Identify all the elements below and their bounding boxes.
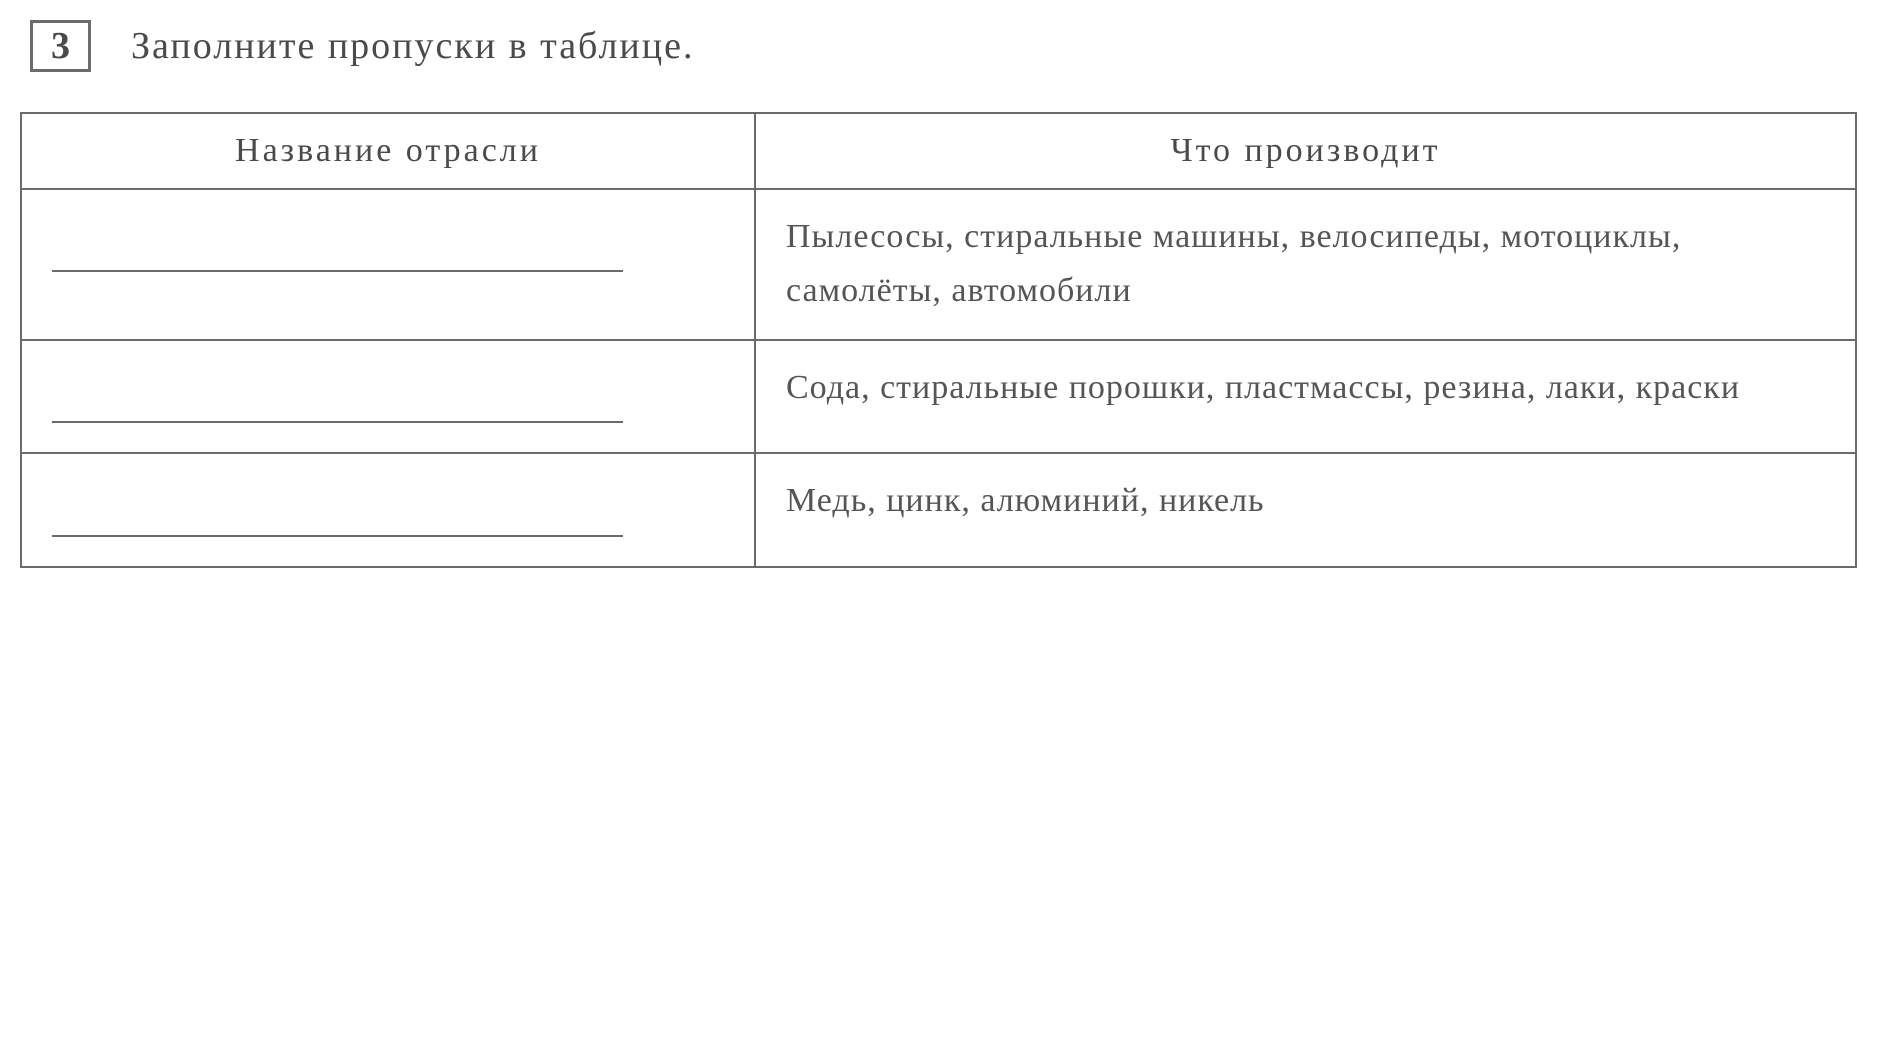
table-row: Пылесосы, стиральные машины, велосипеды,… bbox=[21, 189, 1856, 340]
worksheet-container: 3 Заполните пропуски в таблице. Название… bbox=[20, 20, 1857, 568]
products-cell: Медь, цинк, алюминий, никель bbox=[755, 453, 1856, 566]
column-header-industry: Название отрасли bbox=[21, 113, 755, 189]
industry-name-cell[interactable] bbox=[21, 189, 755, 340]
table-row: Медь, цинк, алюминий, никель bbox=[21, 453, 1856, 566]
table-body: Пылесосы, стиральные машины, велосипеды,… bbox=[21, 189, 1856, 567]
worksheet-table: Название отрасли Что производит Пылесосы… bbox=[20, 112, 1857, 568]
problem-number: 3 bbox=[30, 20, 91, 72]
header-row: 3 Заполните пропуски в таблице. bbox=[20, 20, 1857, 72]
table-head: Название отрасли Что производит bbox=[21, 113, 1856, 189]
column-header-products: Что производит bbox=[755, 113, 1856, 189]
blank-line[interactable] bbox=[52, 482, 623, 536]
table-row: Сода, стиральные порошки, пластмассы, ре… bbox=[21, 340, 1856, 453]
industry-name-cell[interactable] bbox=[21, 453, 755, 566]
products-cell: Сода, стиральные порошки, пластмассы, ре… bbox=[755, 340, 1856, 453]
products-text: Медь, цинк, алюминий, никель bbox=[786, 482, 1265, 519]
products-cell: Пылесосы, стиральные машины, велосипеды,… bbox=[755, 189, 1856, 340]
products-text: Пылесосы, стиральные машины, велосипеды,… bbox=[786, 218, 1681, 309]
industry-name-cell[interactable] bbox=[21, 340, 755, 453]
products-text: Сода, стиральные порошки, пластмассы, ре… bbox=[786, 369, 1740, 406]
blank-line[interactable] bbox=[52, 369, 623, 423]
table-header-row: Название отрасли Что производит bbox=[21, 113, 1856, 189]
blank-line[interactable] bbox=[52, 218, 623, 272]
instruction: Заполните пропуски в таблице. bbox=[131, 24, 694, 68]
